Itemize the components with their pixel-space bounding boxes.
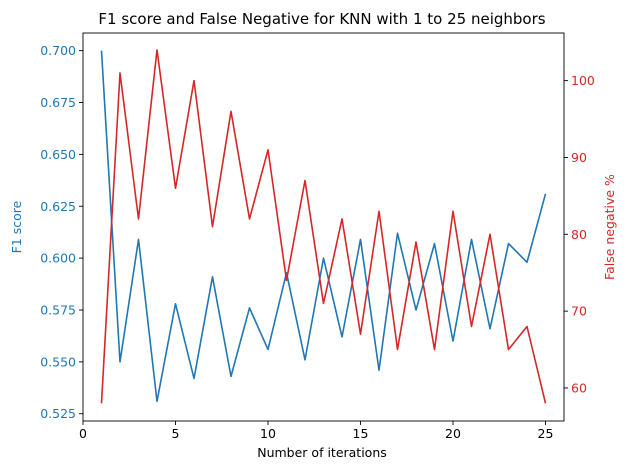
y-left-tick-label: 0.650 xyxy=(40,147,76,162)
y-axis-left: 0.525 0.550 0.575 0.600 0.625 0.650 0.675 0.700 xyxy=(40,43,83,421)
x-tick-label: 10 xyxy=(260,426,276,441)
y-right-tick-label: 100 xyxy=(571,73,595,88)
y-right-tick-label: 90 xyxy=(571,150,587,165)
x-tick-label: 15 xyxy=(353,426,369,441)
x-tick-label: 25 xyxy=(538,426,554,441)
y-right-tick-label: 60 xyxy=(571,380,587,395)
x-axis: 0 5 10 15 20 25 xyxy=(79,421,553,441)
y-left-tick-label: 0.600 xyxy=(40,251,76,266)
y-left-tick-label: 0.575 xyxy=(40,302,76,317)
y-left-tick-label: 0.700 xyxy=(40,43,76,58)
x-tick-label: 20 xyxy=(445,426,461,441)
plot-frame xyxy=(82,32,565,422)
y-right-tick-label: 80 xyxy=(571,227,587,242)
chart-title: F1 score and False Negative for KNN with… xyxy=(98,10,545,28)
y-axis-right: 60 70 80 90 100 xyxy=(564,73,595,395)
y-axis-left-label: F1 score xyxy=(9,200,24,253)
x-tick-label: 5 xyxy=(172,426,180,441)
y-left-tick-label: 0.625 xyxy=(40,199,76,214)
y-left-tick-label: 0.550 xyxy=(40,354,76,369)
x-tick-label: 0 xyxy=(79,426,87,441)
y-right-tick-label: 70 xyxy=(571,304,587,319)
y-left-tick-label: 0.675 xyxy=(40,95,76,110)
x-axis-label: Number of iterations xyxy=(257,445,387,460)
series-line-left xyxy=(100,50,547,403)
y-left-tick-label: 0.525 xyxy=(40,406,76,421)
plot-area xyxy=(100,49,547,404)
series-line-right xyxy=(100,49,547,404)
y-axis-right-label: False negative % xyxy=(602,174,617,280)
